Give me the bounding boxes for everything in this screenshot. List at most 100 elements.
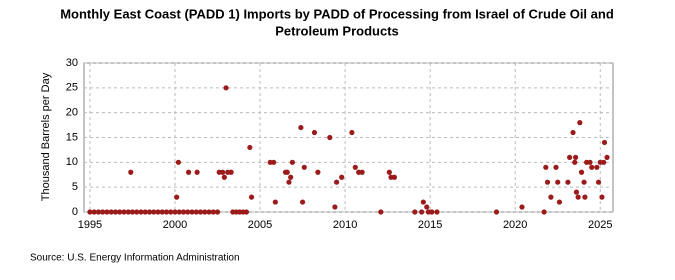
x-tick-label: 2020 (503, 219, 527, 231)
point (386, 169, 392, 175)
point (117, 209, 123, 215)
point (544, 179, 551, 185)
y-axis-label: Thousand Barrels per Day (40, 72, 52, 201)
point (332, 204, 338, 210)
point (247, 144, 253, 151)
x-tick-label: 1995 (78, 219, 102, 231)
point (210, 209, 216, 215)
point (108, 209, 114, 215)
x-tick-label: 2005 (248, 219, 272, 231)
y-tick-label: 20 (66, 107, 78, 119)
point (202, 209, 208, 215)
point (138, 209, 144, 215)
point (589, 164, 595, 170)
point (146, 209, 153, 215)
point (378, 209, 384, 215)
point (87, 209, 93, 215)
point (223, 85, 229, 91)
point (311, 129, 318, 136)
point (420, 199, 426, 205)
point (174, 194, 180, 200)
point (142, 209, 148, 215)
point (121, 209, 127, 215)
point (286, 179, 292, 185)
point (419, 209, 425, 215)
point (189, 209, 195, 215)
point (434, 209, 440, 215)
point (543, 164, 549, 170)
point (272, 199, 278, 205)
point (578, 169, 585, 175)
point (176, 209, 182, 215)
point (541, 209, 547, 215)
point (595, 179, 602, 185)
point (221, 174, 227, 180)
point (570, 129, 576, 136)
point (519, 204, 525, 210)
point (193, 209, 199, 215)
chart-title: Petroleum Products (275, 23, 399, 38)
point (100, 209, 106, 215)
point (573, 189, 580, 195)
point (599, 194, 605, 200)
point (555, 179, 561, 185)
point (601, 139, 608, 146)
point (349, 129, 355, 136)
point (601, 159, 607, 165)
point (95, 209, 102, 215)
point (129, 209, 136, 215)
point (352, 164, 358, 170)
point (186, 169, 192, 175)
point (271, 159, 277, 165)
point (567, 154, 573, 160)
point (587, 159, 593, 165)
y-tick-label: 5 (72, 181, 78, 193)
point (391, 174, 398, 180)
point (197, 209, 204, 215)
point (104, 209, 110, 215)
x-tick-label: 2000 (163, 219, 187, 231)
point (327, 134, 333, 141)
point (565, 179, 571, 185)
point (556, 199, 563, 205)
point (333, 179, 340, 185)
point (168, 209, 174, 215)
y-tick-label: 15 (66, 131, 78, 143)
point (572, 159, 578, 165)
point (577, 120, 583, 126)
point (339, 174, 345, 180)
point (553, 164, 559, 170)
source: Source: U.S. Energy Information Administ… (30, 253, 240, 264)
y-tick-label: 25 (66, 82, 78, 94)
point (493, 209, 500, 215)
point (315, 169, 321, 175)
y-tick-label: 0 (72, 206, 78, 218)
point (172, 209, 178, 215)
point (214, 209, 221, 215)
point (206, 209, 212, 215)
point (194, 169, 200, 175)
point (299, 199, 306, 205)
chart-title: Monthly East Coast (PADD 1) Imports by P… (60, 6, 614, 21)
point (548, 194, 554, 200)
point (185, 209, 191, 215)
point (594, 164, 600, 170)
point (125, 209, 131, 215)
point (134, 209, 140, 215)
point (572, 154, 579, 160)
point (155, 209, 161, 215)
y-tick-label: 30 (66, 57, 78, 69)
point (175, 159, 182, 165)
point (151, 209, 157, 215)
point (359, 169, 365, 175)
point (424, 204, 430, 210)
x-tick-label: 2015 (418, 219, 442, 231)
point (180, 209, 187, 215)
point (163, 209, 170, 215)
point (228, 169, 234, 175)
point (248, 194, 255, 200)
point (91, 209, 97, 215)
point (289, 159, 295, 165)
point (284, 169, 290, 175)
